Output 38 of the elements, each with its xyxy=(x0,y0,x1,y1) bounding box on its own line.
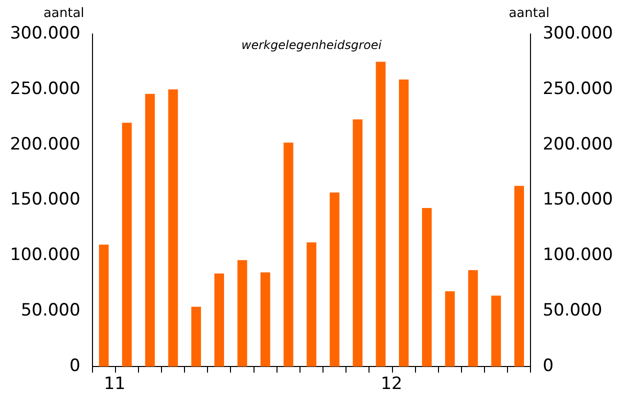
y-tick-label: 50.000 xyxy=(20,300,80,321)
chart-title: werkgelegenheidsgroei xyxy=(241,38,382,52)
bar xyxy=(191,306,201,367)
bar xyxy=(330,192,340,367)
bar xyxy=(445,291,455,367)
y-tick-label: 300.000 xyxy=(10,23,80,44)
bar xyxy=(306,242,316,367)
bar xyxy=(237,260,248,367)
bar xyxy=(98,244,109,367)
bar xyxy=(122,122,132,367)
y-tick-label: 200.000 xyxy=(10,134,80,154)
y2-tick-label: 0 xyxy=(542,356,554,376)
y-tick-label: 250.000 xyxy=(10,78,80,99)
bar xyxy=(468,270,478,367)
bar xyxy=(514,186,524,367)
bar xyxy=(214,273,224,367)
y2-tick-label: 300.000 xyxy=(542,23,614,44)
bar xyxy=(398,79,409,367)
y2-tick-label: 50.000 xyxy=(542,300,602,321)
y2-tick-label: 100.000 xyxy=(542,245,614,266)
y-axis-title: aantal xyxy=(43,6,84,21)
bar xyxy=(491,296,501,367)
y2-tick-label: 150.000 xyxy=(542,190,614,210)
y2-axis-title: aantal xyxy=(508,6,550,21)
y2-tick-label: 250.000 xyxy=(542,78,614,99)
x-tick-label: 11 xyxy=(104,374,126,394)
x-tick-label: 12 xyxy=(380,374,402,394)
bar xyxy=(352,119,362,367)
bar xyxy=(284,142,294,367)
bar xyxy=(376,62,386,367)
y2-tick-label: 200.000 xyxy=(542,134,614,154)
bar xyxy=(168,89,178,367)
bar xyxy=(422,208,432,367)
bar xyxy=(145,94,155,367)
y-tick-label: 150.000 xyxy=(10,190,80,210)
bar xyxy=(260,272,270,367)
y-tick-label: 100.000 xyxy=(10,245,80,266)
y-tick-label: 0 xyxy=(69,356,80,376)
